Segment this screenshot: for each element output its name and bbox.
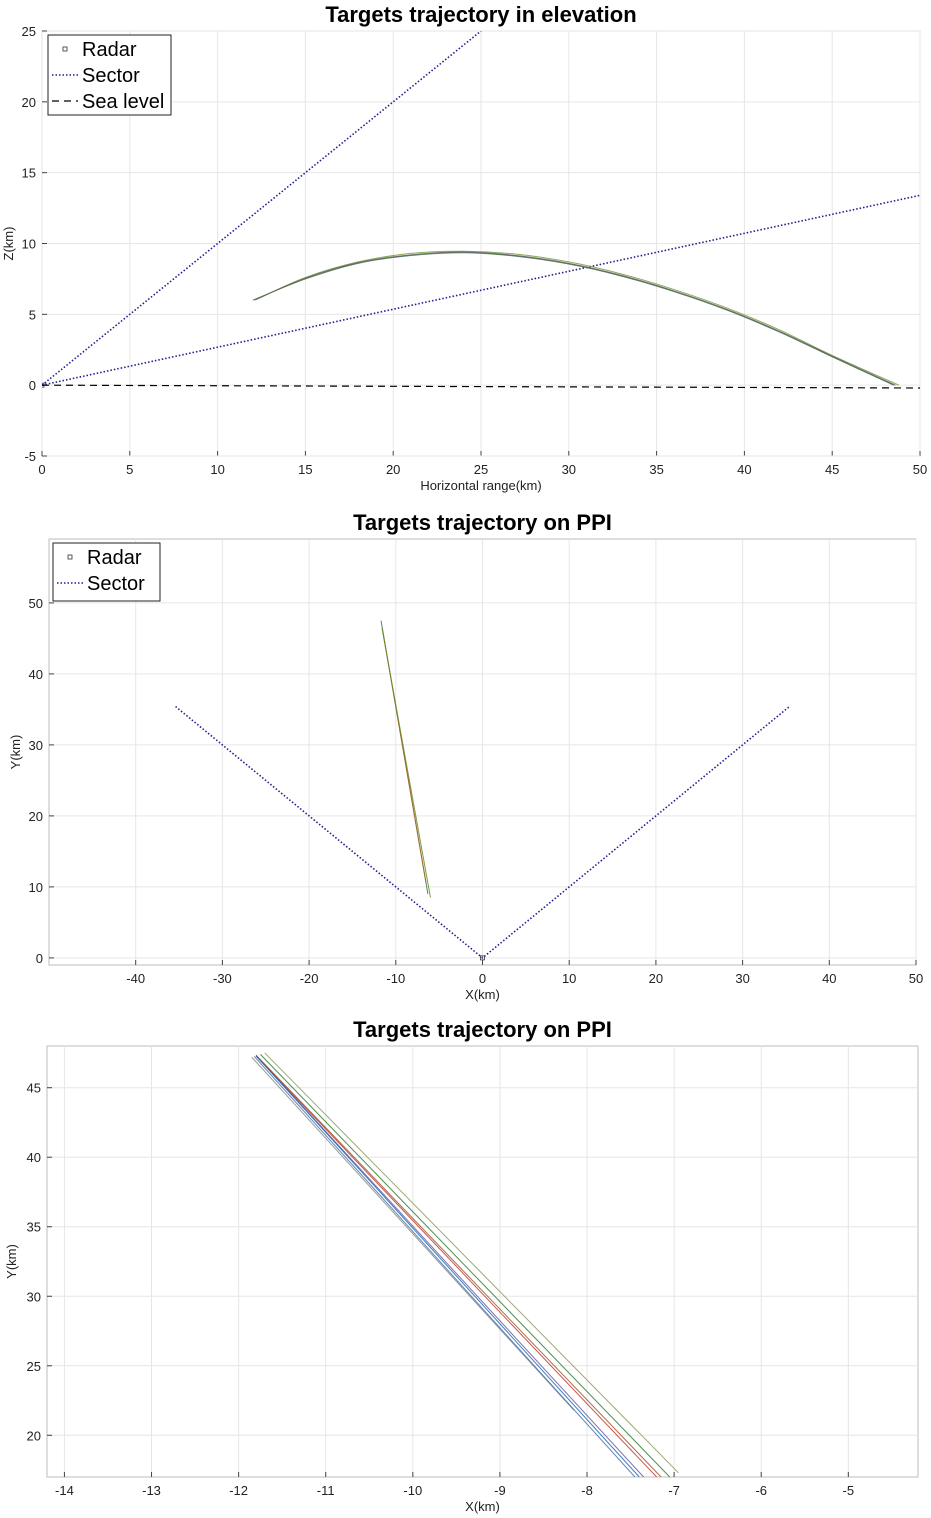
legend-label: Sector (82, 65, 140, 87)
y-tick-label: -5 (24, 449, 36, 464)
trajectory-line (255, 1055, 644, 1477)
x-tick-label: 5 (126, 462, 133, 477)
x-tick-label: 10 (210, 462, 224, 477)
y-tick-label: 25 (22, 24, 36, 39)
chart-ppi-zoom: -14 -13 -12 -11 -10 -9 -8 -7 -6 -5 20 25 30 35 40 45 Tar… (4, 1017, 919, 1514)
chart-elevation: 0 5 10 15 20 25 30 35 40 45 50-50510152025Targets … (1, 2, 927, 493)
chart-title: Targets trajectory on PPI (353, 1017, 612, 1042)
y-tick-label: 30 (27, 1289, 41, 1304)
x-tick-label: -5 (843, 1483, 855, 1498)
legend: Radar Sector Sea level (47, 34, 172, 116)
x-axis-label: Horizontal range(km) (420, 478, 541, 493)
series-group (175, 620, 790, 961)
x-tick-label: 50 (909, 971, 923, 986)
x-axis-label: X(km) (465, 1499, 500, 1514)
plot-area (46, 1045, 919, 1478)
trajectory-line (254, 251, 896, 386)
legend-label: Radar (87, 547, 142, 569)
trajectory-line (260, 1053, 671, 1477)
x-tick-label: 30 (735, 971, 749, 986)
x-tick-label: -14 (55, 1483, 74, 1498)
radar-marker (480, 955, 485, 961)
legend-label: Sea level (82, 91, 164, 113)
x-tick-label: -20 (300, 971, 319, 986)
x-tick-label: 45 (825, 462, 839, 477)
y-tick-label: 0 (29, 378, 36, 393)
y-tick-label: 5 (29, 307, 36, 322)
legend: Radar Sector (52, 542, 161, 602)
series-group (42, 31, 920, 389)
y-tick-label: 15 (22, 166, 36, 181)
trajectory-line (264, 1052, 679, 1474)
series-group (251, 1052, 679, 1477)
x-tick-label: -10 (386, 971, 405, 986)
y-tick-label: 45 (27, 1081, 41, 1096)
y-tick-label: 40 (29, 667, 43, 682)
y-tick-label: 0 (36, 951, 43, 966)
x-tick-label: 10 (562, 971, 576, 986)
x-tick-label: 20 (649, 971, 663, 986)
x-tick-label: -6 (755, 1483, 767, 1498)
y-axis-label: Y(km) (4, 1244, 19, 1279)
y-tick-label: 20 (27, 1428, 41, 1443)
x-tick-label: 25 (474, 462, 488, 477)
y-tick-label: 30 (29, 738, 43, 753)
x-tick-label: -7 (668, 1483, 680, 1498)
chart-title: Targets trajectory in elevation (325, 2, 636, 27)
x-tick-label: -12 (229, 1483, 248, 1498)
trajectory-line (252, 252, 894, 386)
x-tick-label: 30 (562, 462, 576, 477)
y-tick-label: 50 (29, 596, 43, 611)
trajectory-line (255, 1054, 662, 1477)
x-tick-label: 15 (298, 462, 312, 477)
x-tick-label: 35 (649, 462, 663, 477)
x-tick-label: -8 (581, 1483, 593, 1498)
y-tick-label: 20 (22, 95, 36, 110)
legend-radar-symbol (62, 46, 68, 52)
y-tick-label: 40 (27, 1150, 41, 1165)
sector-line (42, 194, 920, 386)
sector-line (42, 31, 482, 386)
y-tick-label: 10 (29, 880, 43, 895)
legend-box (47, 34, 172, 116)
x-tick-label: 0 (479, 971, 486, 986)
x-tick-label: -13 (142, 1483, 161, 1498)
trajectory-line (381, 627, 431, 898)
x-tick-label: -40 (126, 971, 145, 986)
x-tick-label: 20 (386, 462, 400, 477)
trajectory-line (251, 1056, 575, 1411)
legend-label: Radar (82, 39, 137, 61)
x-tick-label: -30 (213, 971, 232, 986)
x-axis-label: X(km) (465, 987, 500, 1002)
legend-box (52, 542, 161, 602)
y-tick-label: 10 (22, 237, 36, 252)
x-tick-label: -10 (403, 1483, 422, 1498)
legend-label: Sector (87, 573, 145, 595)
y-tick-label: 25 (27, 1359, 41, 1374)
x-tick-label: 0 (38, 462, 45, 477)
y-tick-label: 35 (27, 1220, 41, 1235)
trajectory-line (253, 1056, 636, 1477)
y-axis-label: Z(km) (1, 227, 16, 261)
x-tick-label: 50 (913, 462, 927, 477)
y-tick-label: 20 (29, 809, 43, 824)
chart-title: Targets trajectory on PPI (353, 510, 612, 535)
x-tick-label: 40 (822, 971, 836, 986)
x-tick-label: -9 (494, 1483, 506, 1498)
trajectory-line (255, 1055, 658, 1477)
trajectory-line (255, 1055, 640, 1477)
x-tick-label: -11 (317, 1483, 335, 1498)
legend-radar-symbol (67, 554, 73, 560)
chart-ppi-full: -40 -30 -20 -10 0 10 20 30 40 50 0 10 20 30 40 50 Target… (8, 510, 923, 1002)
sector-line (175, 705, 790, 959)
x-tick-label: 40 (737, 462, 751, 477)
sea-level-line (42, 384, 920, 389)
y-axis-label: Y(km) (8, 735, 23, 770)
trajectory-line (256, 250, 900, 386)
